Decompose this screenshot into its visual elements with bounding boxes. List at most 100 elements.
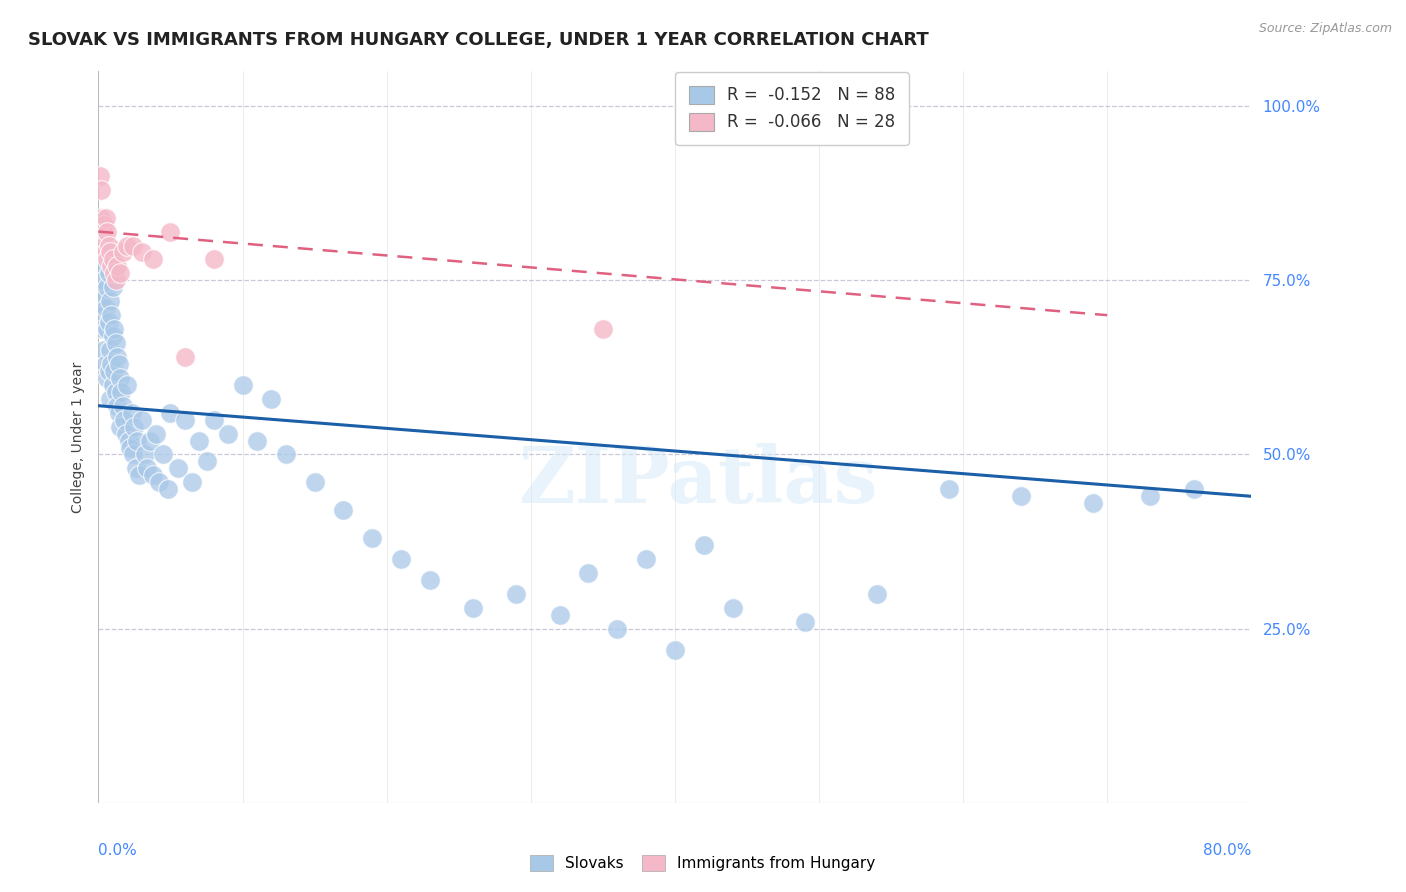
Point bbox=[122, 238, 145, 252]
Point bbox=[93, 273, 115, 287]
Point bbox=[159, 225, 181, 239]
Point bbox=[721, 600, 744, 615]
Point bbox=[1182, 483, 1205, 497]
Point bbox=[93, 343, 115, 357]
Point bbox=[606, 622, 628, 636]
Point bbox=[91, 225, 114, 239]
Point bbox=[97, 238, 120, 252]
Point bbox=[103, 364, 125, 378]
Point bbox=[90, 294, 112, 309]
Text: ZIPatlas: ZIPatlas bbox=[519, 443, 877, 519]
Point bbox=[142, 468, 165, 483]
Text: 0.0%: 0.0% bbox=[98, 843, 138, 858]
Point bbox=[1139, 489, 1161, 503]
Point bbox=[131, 412, 153, 426]
Point bbox=[260, 392, 283, 406]
Point bbox=[139, 434, 162, 448]
Point bbox=[101, 329, 124, 343]
Point bbox=[107, 357, 129, 371]
Point bbox=[101, 377, 124, 392]
Point bbox=[111, 245, 134, 260]
Point bbox=[548, 607, 571, 622]
Point bbox=[361, 531, 384, 545]
Point bbox=[127, 434, 149, 448]
Point bbox=[120, 441, 142, 455]
Point bbox=[105, 260, 128, 274]
Point bbox=[98, 245, 121, 260]
Point bbox=[93, 238, 115, 252]
Y-axis label: College, Under 1 year: College, Under 1 year bbox=[70, 361, 84, 513]
Point bbox=[98, 392, 121, 406]
Point bbox=[217, 426, 239, 441]
Point bbox=[793, 615, 815, 629]
Point bbox=[96, 322, 118, 336]
Point bbox=[91, 308, 114, 322]
Point bbox=[112, 412, 135, 426]
Point bbox=[145, 426, 167, 441]
Point bbox=[100, 357, 122, 371]
Point bbox=[100, 260, 122, 274]
Point bbox=[202, 252, 225, 267]
Point bbox=[592, 322, 614, 336]
Point bbox=[91, 218, 114, 232]
Point bbox=[89, 287, 111, 301]
Point bbox=[110, 384, 132, 399]
Point bbox=[166, 461, 188, 475]
Point bbox=[104, 384, 127, 399]
Point bbox=[118, 434, 141, 448]
Point bbox=[274, 448, 297, 462]
Point bbox=[578, 566, 600, 580]
Point bbox=[90, 183, 112, 197]
Point bbox=[148, 475, 170, 490]
Point bbox=[195, 454, 218, 468]
Point bbox=[136, 461, 159, 475]
Point bbox=[142, 252, 165, 267]
Point bbox=[108, 419, 131, 434]
Point bbox=[94, 211, 117, 225]
Point bbox=[96, 371, 118, 385]
Point bbox=[98, 294, 121, 309]
Point bbox=[104, 273, 127, 287]
Point bbox=[1010, 489, 1032, 503]
Point bbox=[90, 260, 112, 274]
Point bbox=[128, 468, 150, 483]
Point bbox=[131, 245, 153, 260]
Point bbox=[304, 475, 326, 490]
Point bbox=[96, 280, 118, 294]
Point bbox=[121, 406, 143, 420]
Point bbox=[246, 434, 269, 448]
Point bbox=[108, 371, 131, 385]
Point bbox=[125, 461, 148, 475]
Point bbox=[122, 448, 145, 462]
Point bbox=[174, 350, 197, 364]
Point bbox=[89, 169, 111, 183]
Point bbox=[866, 587, 889, 601]
Point bbox=[94, 245, 117, 260]
Point bbox=[419, 573, 441, 587]
Point bbox=[117, 377, 139, 392]
Point bbox=[188, 434, 211, 448]
Point bbox=[97, 315, 120, 329]
Point bbox=[96, 252, 118, 267]
Point bbox=[96, 225, 118, 239]
Legend: Slovaks, Immigrants from Hungary: Slovaks, Immigrants from Hungary bbox=[524, 849, 882, 877]
Point bbox=[134, 448, 156, 462]
Text: 80.0%: 80.0% bbox=[1204, 843, 1251, 858]
Point bbox=[181, 475, 204, 490]
Legend: R =  -0.152   N = 88, R =  -0.066   N = 28: R = -0.152 N = 88, R = -0.066 N = 28 bbox=[675, 72, 908, 145]
Point bbox=[693, 538, 716, 552]
Point bbox=[98, 343, 121, 357]
Point bbox=[231, 377, 254, 392]
Point bbox=[91, 322, 114, 336]
Point bbox=[111, 399, 134, 413]
Point bbox=[105, 350, 128, 364]
Point bbox=[332, 503, 354, 517]
Point bbox=[94, 301, 117, 316]
Point bbox=[97, 266, 120, 280]
Point bbox=[93, 218, 115, 232]
Point bbox=[389, 552, 412, 566]
Point bbox=[114, 426, 136, 441]
Point bbox=[107, 406, 129, 420]
Point bbox=[159, 406, 181, 420]
Point bbox=[174, 412, 197, 426]
